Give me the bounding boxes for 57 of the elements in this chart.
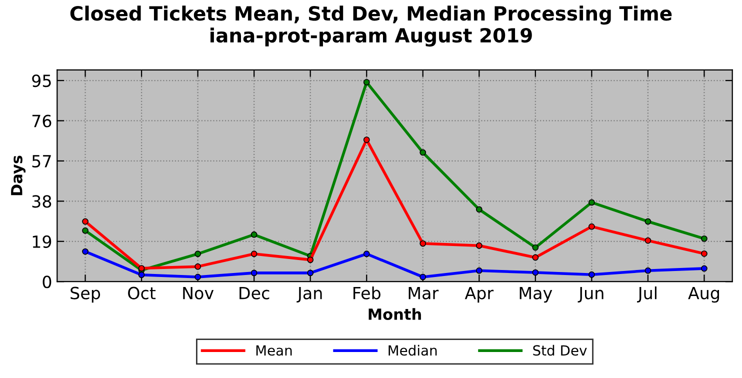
point: [420, 274, 426, 280]
point: [250, 250, 258, 258]
x-tick-label: Aug: [688, 286, 719, 303]
point: [701, 235, 708, 242]
point: [194, 250, 201, 258]
point: [532, 254, 539, 261]
x-tick-label: Jul: [637, 286, 656, 302]
legend-label: Median: [388, 344, 437, 356]
point: [644, 237, 652, 244]
x-tick-label: Nov: [183, 286, 214, 300]
y-tick-label: 0: [42, 276, 52, 288]
point: [644, 218, 652, 225]
y-axis-title: Days: [11, 156, 26, 196]
x-tick-label: Mar: [408, 286, 439, 300]
x-tick-label: Feb: [353, 286, 380, 300]
x-tick-label: Oct: [128, 286, 156, 300]
point: [82, 227, 88, 234]
y-tick-label: 95: [32, 74, 51, 88]
y-tick-label: 57: [32, 155, 51, 168]
point: [476, 267, 482, 274]
chart-title: Closed Tickets Mean, Std Dev, Median Processing Time iana-prot-param August 2019: [70, 6, 672, 47]
point: [82, 248, 88, 255]
point: [250, 270, 258, 276]
point: [644, 267, 652, 274]
y-tick-label: 38: [32, 195, 52, 208]
point: [363, 79, 370, 86]
point: [250, 231, 258, 238]
point: [532, 269, 539, 276]
point: [307, 256, 314, 264]
x-tick-label: Dec: [240, 286, 270, 300]
point: [363, 250, 370, 258]
point: [701, 250, 708, 257]
point: [82, 218, 88, 225]
point: [363, 136, 370, 143]
x-tick-label: Jan: [296, 286, 322, 302]
x-tick-label: Sep: [70, 286, 100, 303]
point: [194, 274, 201, 280]
point: [476, 242, 482, 249]
point: [588, 223, 595, 230]
point: [476, 206, 482, 213]
point: [532, 244, 539, 251]
point: [701, 265, 708, 272]
legend-label: Mean: [256, 345, 292, 356]
y-tick-label: 76: [32, 114, 52, 128]
y-tick-label: 19: [32, 235, 52, 248]
point: [588, 271, 595, 278]
x-axis-title: Month: [368, 308, 421, 320]
x-tick-label: Jun: [578, 286, 604, 302]
point: [194, 263, 201, 270]
x-tick-label: Apr: [464, 286, 494, 303]
point: [420, 240, 426, 247]
point: [307, 270, 314, 276]
point: [138, 272, 145, 278]
point: [588, 199, 595, 206]
point: [420, 149, 426, 156]
legend-label: Std Dev: [533, 344, 587, 356]
x-tick-label: May: [520, 286, 552, 303]
